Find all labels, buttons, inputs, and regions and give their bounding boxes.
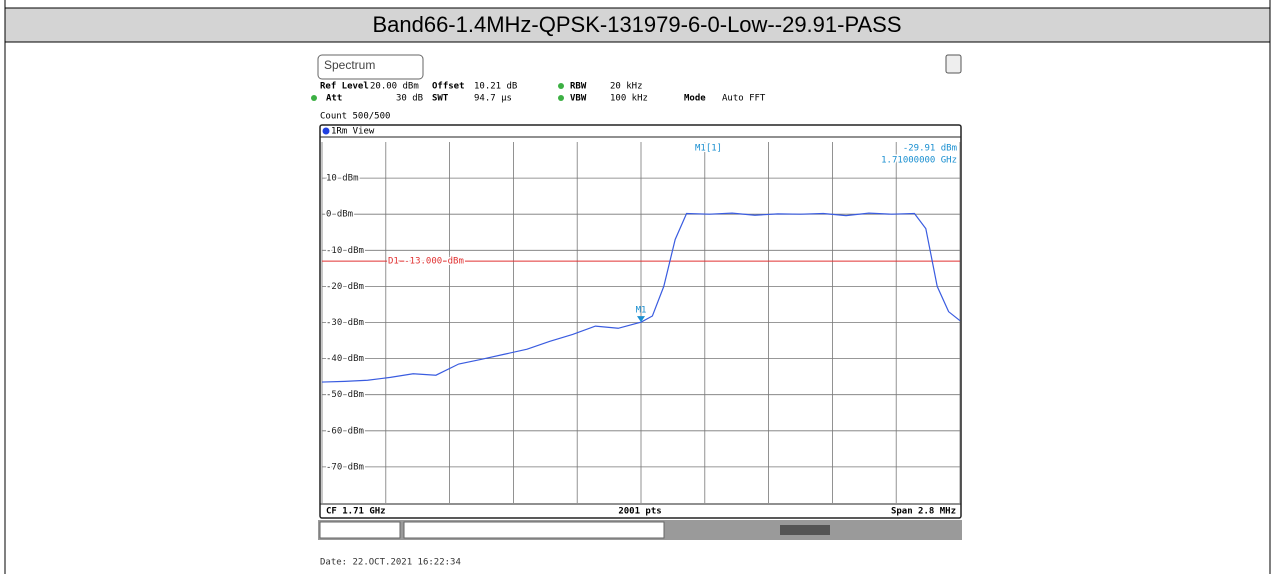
marker-frequency: 1.71000000 GHz [881, 156, 957, 166]
status-box [319, 521, 401, 539]
setting-label: Att [326, 94, 342, 104]
table-title: Band66-1.4MHz-QPSK-131979-6-0-Low--29.91… [372, 12, 901, 37]
y-tick-label: -70 dBm [326, 462, 364, 472]
y-tick-label: 0 dBm [326, 210, 353, 220]
marker-label: M1 [636, 306, 647, 316]
count: Count 500/500 [320, 112, 390, 122]
footer-span: Span 2.8 MHz [891, 507, 956, 517]
setting-value: 94.7 µs [474, 94, 512, 104]
y-tick-label: 10 dBm [326, 174, 359, 184]
title-row [5, 8, 1270, 42]
status-box [403, 521, 665, 539]
status-indicator [780, 525, 830, 535]
y-tick-label: -60 dBm [326, 426, 364, 436]
setting-label: RBW [570, 82, 587, 92]
setting-label: Mode [684, 94, 706, 104]
view-dot [322, 127, 330, 135]
setting-label: SWT [432, 94, 449, 104]
marker-readout: M1[1] [695, 144, 722, 154]
setting-label: Offset [432, 82, 465, 92]
footer-cf: CF 1.71 GHz [326, 507, 386, 517]
tab [317, 54, 424, 80]
setting-value: 100 kHz [610, 94, 648, 104]
setting-value: 10.21 dB [474, 82, 517, 92]
marker-value: -29.91 dBm [903, 144, 957, 154]
icon [945, 54, 962, 74]
setting-label: Ref Level [320, 82, 369, 92]
display-line-label: D1 -13.000 dBm [388, 257, 464, 267]
plot-frame [319, 124, 962, 519]
y-tick-label: -50 dBm [326, 390, 364, 400]
trace [321, 212, 961, 383]
view-label: 1Rm View [331, 127, 375, 137]
status-dot [558, 95, 564, 101]
y-tick-label: -40 dBm [326, 354, 364, 364]
y-tick-label: -20 dBm [326, 282, 364, 292]
footer-points: 2001 pts [618, 507, 661, 517]
status-dot [558, 83, 564, 89]
setting-value: Auto FFT [722, 94, 766, 104]
tab-label: Spectrum [324, 58, 375, 72]
status-dot [311, 95, 317, 101]
setting-value: 20 kHz [610, 82, 643, 92]
setting-label: VBW [570, 94, 587, 104]
y-tick-label: -10 dBm [326, 246, 364, 256]
setting-value: 30 dB [396, 94, 423, 104]
marker [637, 316, 645, 323]
setting-value: 20.00 dBm [370, 82, 419, 92]
date: Date: 22.OCT.2021 16:22:34 [320, 558, 461, 568]
y-tick-label: -30 dBm [326, 318, 364, 328]
